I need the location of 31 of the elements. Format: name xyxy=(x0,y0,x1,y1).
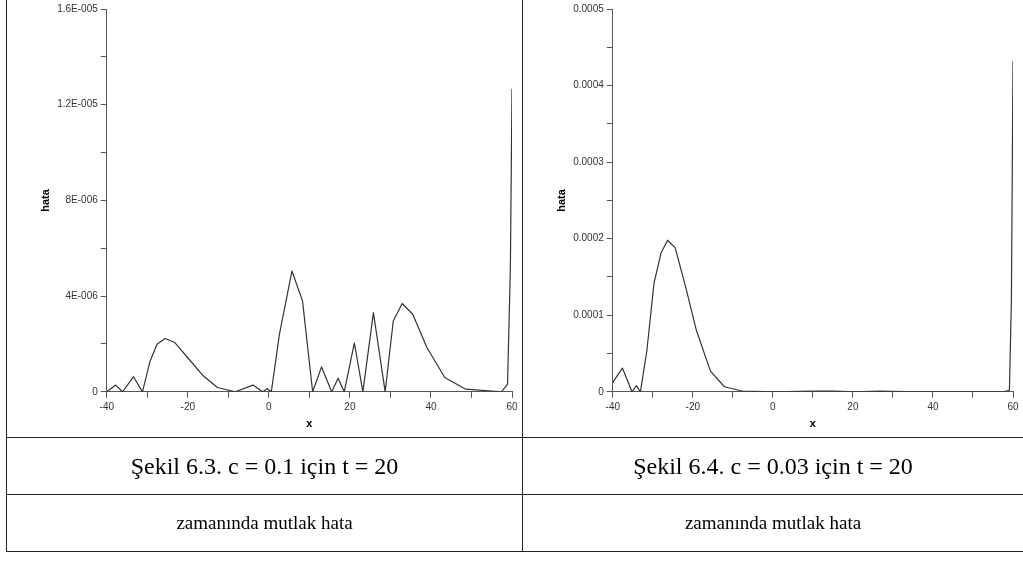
y-tick-label: 1.2E-005 xyxy=(57,98,99,110)
y-tick-label: 0.0004 xyxy=(573,79,605,91)
x-axis-title: x xyxy=(809,417,817,430)
x-tick-label: 0 xyxy=(266,400,273,412)
y-tick-label: 0 xyxy=(92,385,99,397)
x-tick-label: 60 xyxy=(1007,400,1019,412)
text: Şekil 6.4. c = 0.03 için t = 20 xyxy=(522,437,1023,495)
y-tick-label: 0.0003 xyxy=(573,155,605,167)
x-tick-label: 20 xyxy=(344,400,356,412)
text: Şekil 6.3. c = 0.1 için t = 20 xyxy=(6,437,523,495)
x-tick-label: -40 xyxy=(99,400,115,412)
y-tick-label: 0.0001 xyxy=(573,308,605,320)
text: zamanında mutlak hata xyxy=(6,494,523,552)
y-tick-label: 0.0002 xyxy=(573,232,605,244)
y-tick-label: 0.0005 xyxy=(573,2,605,14)
text: zamanında mutlak hata xyxy=(522,494,1023,552)
y-tick-label: 4E-006 xyxy=(65,289,99,301)
x-tick-label: 60 xyxy=(506,400,518,412)
x-tick-label: 40 xyxy=(425,400,437,412)
y-axis-title: hata xyxy=(554,188,567,212)
y-axis-title: hata xyxy=(38,188,51,212)
x-tick-label: -20 xyxy=(180,400,196,412)
y-tick-label: 8E-006 xyxy=(65,194,99,206)
y-tick-label: 1.6E-005 xyxy=(57,2,99,14)
x-axis-title: x xyxy=(306,417,314,430)
x-tick-label: 20 xyxy=(847,400,859,412)
x-tick-label: -20 xyxy=(685,400,701,412)
x-tick-label: 40 xyxy=(927,400,939,412)
x-tick-label: -40 xyxy=(605,400,621,412)
x-tick-label: 0 xyxy=(770,400,777,412)
y-tick-label: 0 xyxy=(598,385,605,397)
